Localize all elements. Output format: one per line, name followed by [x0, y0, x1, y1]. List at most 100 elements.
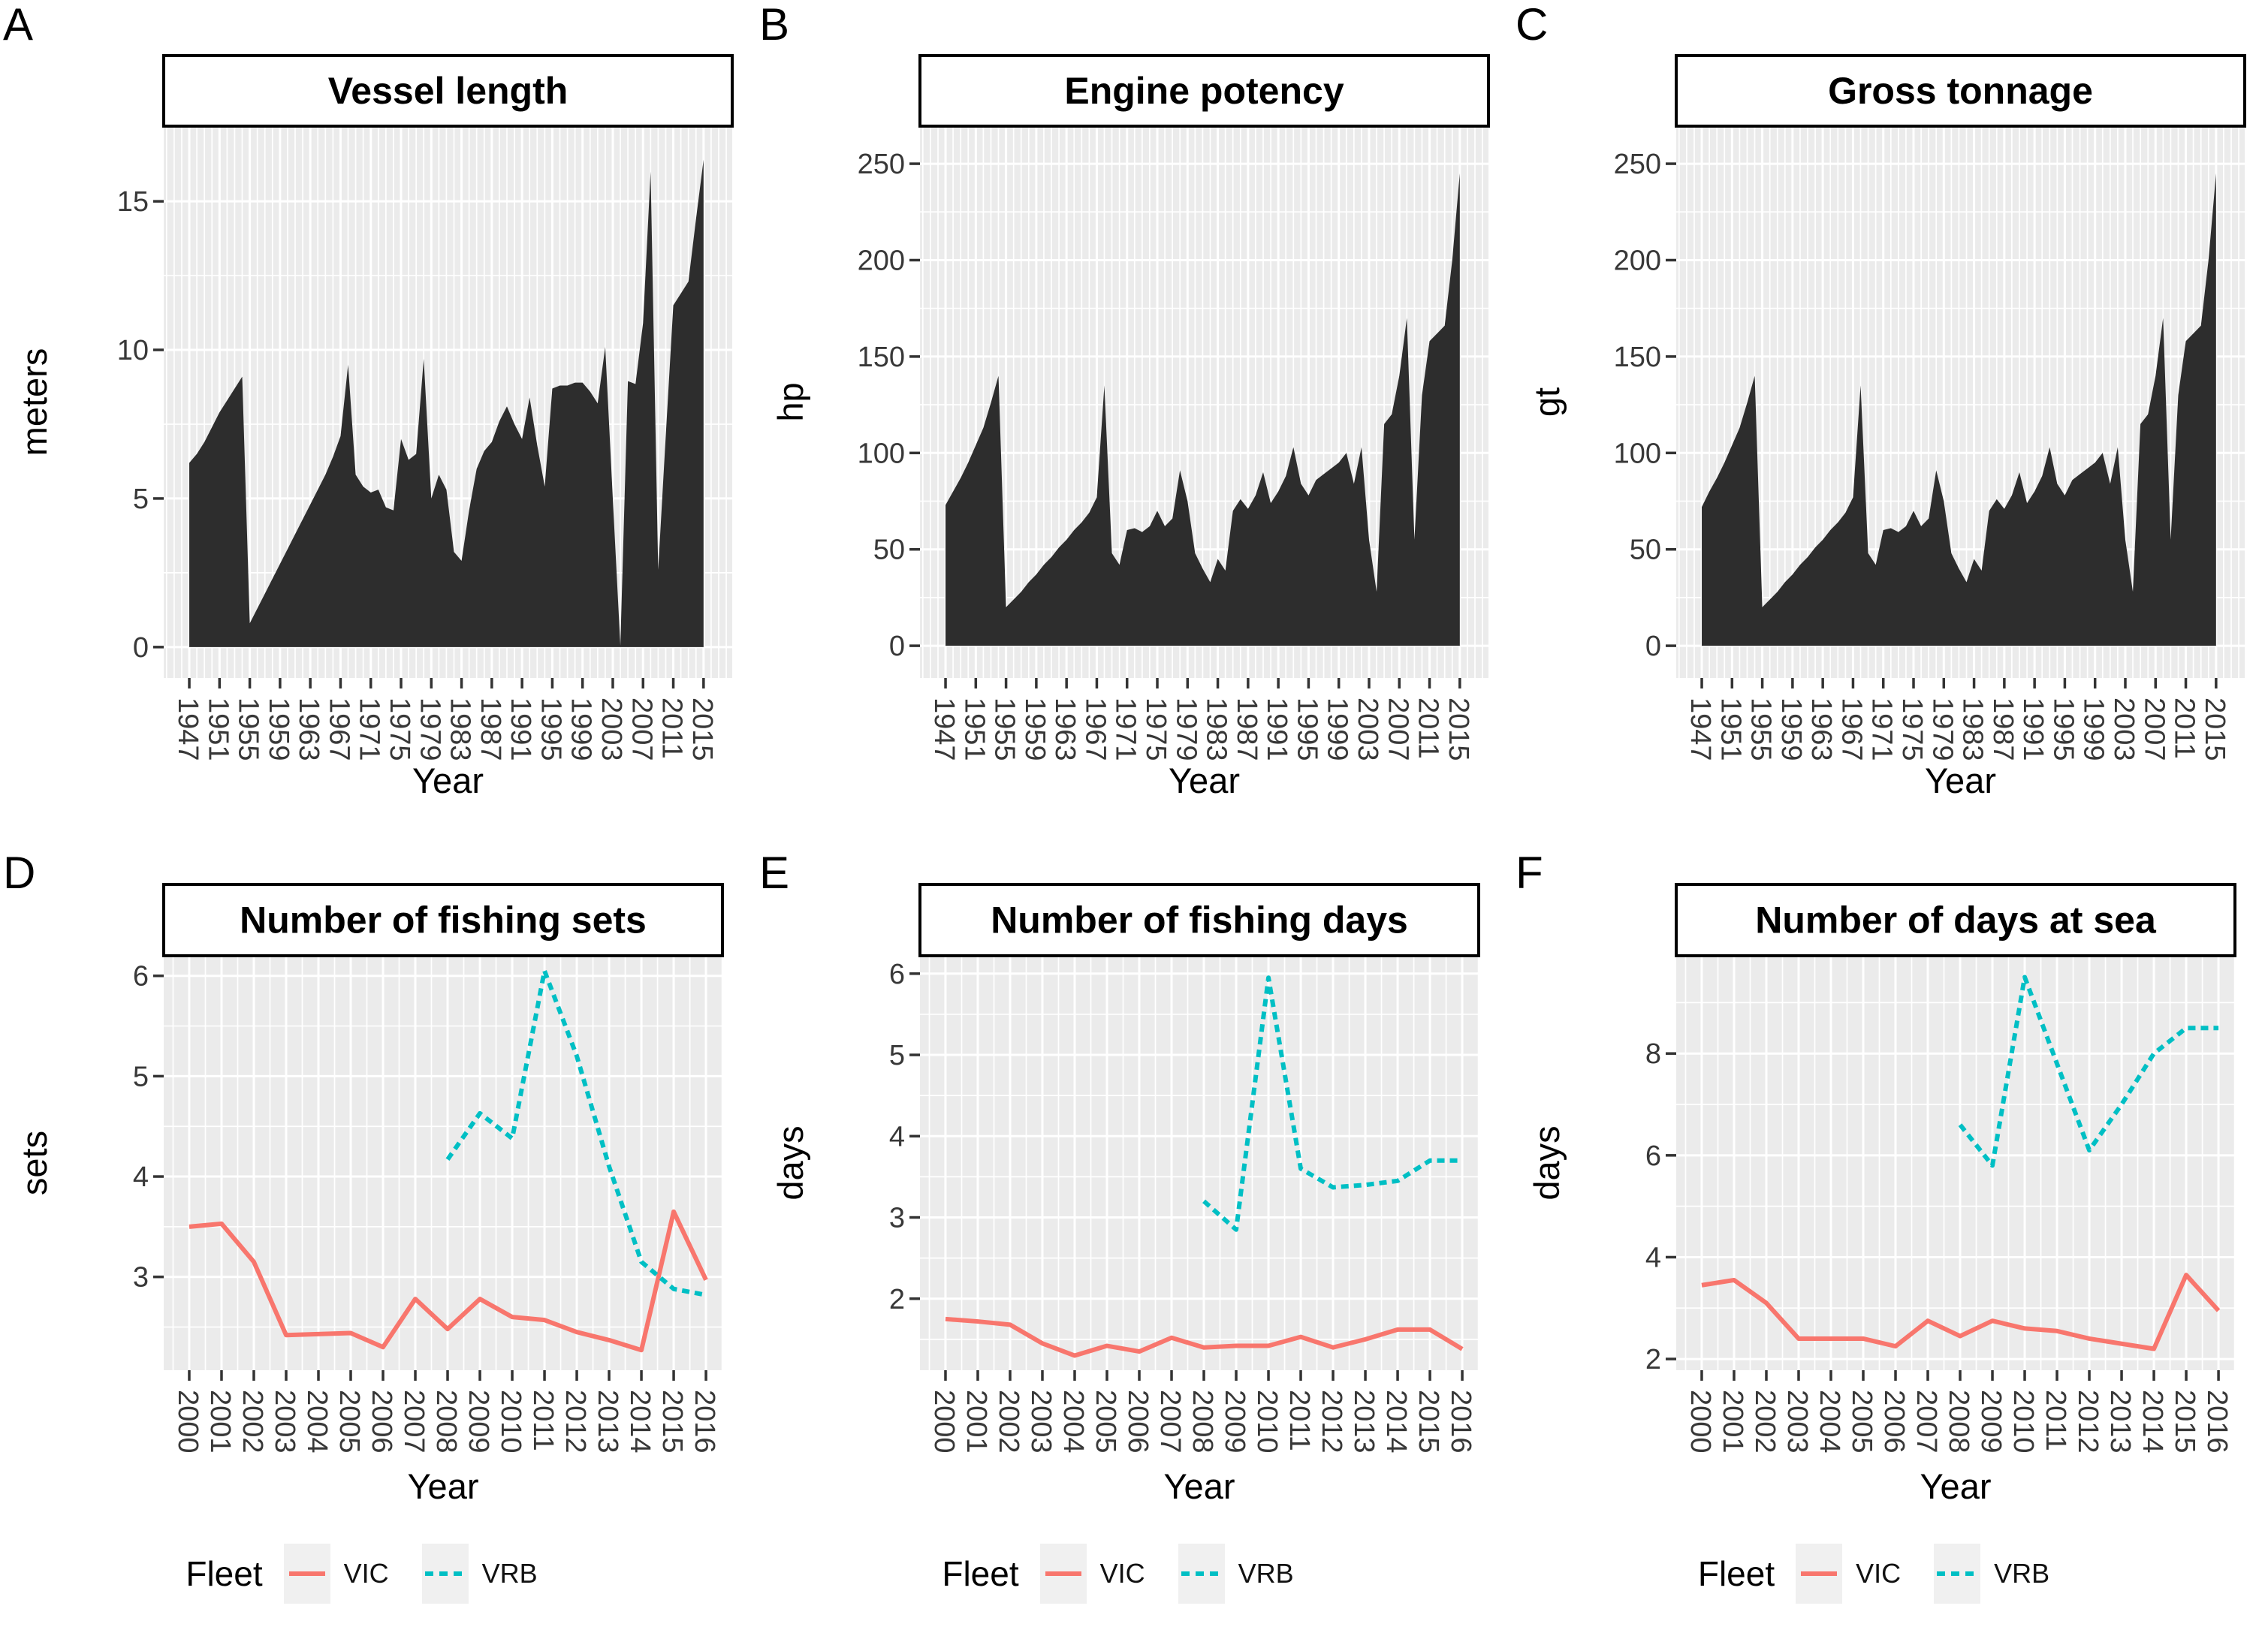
legend-label-vrb: VRB [481, 1558, 538, 1589]
svg-text:5: 5 [133, 1061, 149, 1092]
svg-text:1947: 1947 [172, 697, 204, 761]
svg-text:2010: 2010 [495, 1390, 526, 1454]
svg-text:hp: hp [771, 382, 810, 421]
svg-text:Year: Year [1925, 761, 1996, 800]
panel-label-a: A [3, 0, 34, 50]
svg-text:2011: 2011 [656, 697, 688, 759]
legend-key-vrb [1934, 1544, 1981, 1604]
svg-text:2014: 2014 [624, 1390, 656, 1454]
svg-text:1967: 1967 [1079, 697, 1111, 761]
svg-text:1959: 1959 [1775, 697, 1807, 761]
svg-text:2014: 2014 [2137, 1390, 2168, 1454]
svg-text:2005: 2005 [1090, 1390, 1121, 1454]
svg-text:2013: 2013 [592, 1390, 623, 1454]
svg-text:1947: 1947 [1684, 697, 1716, 761]
svg-text:Year: Year [1169, 761, 1240, 800]
svg-text:2016: 2016 [1445, 1390, 1476, 1454]
svg-text:1967: 1967 [1835, 697, 1867, 761]
svg-text:Year: Year [1164, 1466, 1235, 1506]
svg-text:2007: 2007 [626, 697, 657, 761]
svg-text:2001: 2001 [961, 1390, 992, 1454]
svg-text:5: 5 [889, 1040, 905, 1071]
svg-text:2015: 2015 [1443, 697, 1474, 761]
svg-text:1995: 1995 [2047, 697, 2079, 761]
svg-text:1963: 1963 [293, 697, 324, 761]
svg-text:0: 0 [133, 632, 149, 664]
svg-text:2012: 2012 [2072, 1390, 2104, 1454]
chart-B: Engine potency19471951195519591963196719… [771, 54, 1490, 800]
fleet-legend: Fleet VIC VRB [0, 1544, 756, 1604]
svg-text:2015: 2015 [1413, 1390, 1444, 1454]
svg-text:2000: 2000 [1684, 1390, 1716, 1454]
svg-text:Year: Year [408, 1466, 479, 1506]
svg-text:1955: 1955 [233, 697, 264, 761]
svg-text:2001: 2001 [204, 1390, 236, 1454]
svg-text:3: 3 [133, 1262, 149, 1294]
fleet-legend: Fleet VIC VRB [756, 1544, 1513, 1604]
svg-text:1979: 1979 [1926, 697, 1958, 761]
svg-text:1991: 1991 [1261, 697, 1292, 761]
svg-text:0: 0 [889, 631, 905, 662]
svg-text:2006: 2006 [366, 1390, 397, 1454]
svg-text:1963: 1963 [1049, 697, 1081, 761]
svg-text:15: 15 [117, 186, 149, 218]
svg-text:2004: 2004 [1057, 1390, 1089, 1454]
svg-text:Year: Year [1920, 1466, 1992, 1506]
svg-text:1971: 1971 [1110, 697, 1142, 761]
legend-title: Fleet [1697, 1554, 1775, 1593]
svg-text:1951: 1951 [1715, 697, 1746, 761]
svg-text:4: 4 [133, 1161, 149, 1193]
svg-text:1983: 1983 [445, 697, 476, 761]
svg-text:1999: 1999 [2078, 697, 2110, 761]
svg-text:2007: 2007 [2138, 697, 2170, 761]
svg-text:2003: 2003 [2108, 697, 2140, 761]
panel-vessel-length: A Vessel length 1947 1951 1955 1959 1963 1967 1… [0, 0, 756, 841]
svg-text:1955: 1955 [1745, 697, 1777, 761]
svg-text:2004: 2004 [301, 1390, 333, 1454]
svg-text:sets: sets [14, 1131, 54, 1195]
svg-text:2001: 2001 [1717, 1390, 1748, 1454]
legend-label-vrb: VRB [1238, 1558, 1294, 1589]
svg-text:1967: 1967 [323, 697, 354, 761]
svg-text:1975: 1975 [384, 697, 415, 761]
svg-text:2007: 2007 [1911, 1390, 1942, 1454]
svg-text:2002: 2002 [1749, 1390, 1781, 1454]
svg-text:2009: 2009 [463, 1390, 494, 1454]
svg-text:5: 5 [133, 484, 149, 515]
svg-text:2011: 2011 [2169, 697, 2200, 759]
svg-text:1947: 1947 [928, 697, 960, 761]
svg-text:meters: meters [14, 348, 54, 456]
svg-text:1999: 1999 [1322, 697, 1353, 761]
svg-text:2: 2 [1645, 1344, 1661, 1375]
svg-text:2008: 2008 [1187, 1390, 1218, 1454]
svg-text:2009: 2009 [1975, 1390, 2007, 1454]
svg-text:1991: 1991 [505, 697, 536, 761]
svg-text:2003: 2003 [1352, 697, 1383, 761]
svg-text:1959: 1959 [1019, 697, 1051, 761]
panel-label-e: E [759, 848, 790, 898]
fleet-legend: Fleet VIC VRB [1513, 1544, 2268, 1604]
svg-text:2015: 2015 [2199, 697, 2230, 761]
svg-text:6: 6 [133, 961, 149, 993]
svg-text:1975: 1975 [1896, 697, 1928, 761]
svg-text:2011: 2011 [2040, 1390, 2071, 1451]
svg-text:1983: 1983 [1201, 697, 1232, 761]
panel-fishing-sets: D Number of fishing sets 2000 2001 2002 2003… [0, 841, 756, 1645]
svg-text:2000: 2000 [172, 1390, 204, 1454]
panel-fishing-days: E Number of fishing days 2000 2001 2002 2003… [756, 841, 1513, 1645]
svg-text:1975: 1975 [1140, 697, 1172, 761]
svg-text:Year: Year [412, 761, 484, 800]
svg-text:days: days [1527, 1125, 1567, 1200]
svg-text:2007: 2007 [1154, 1390, 1186, 1454]
svg-text:50: 50 [1630, 535, 1661, 566]
svg-text:2006: 2006 [1122, 1390, 1154, 1454]
svg-text:Vessel length: Vessel length [328, 70, 569, 112]
svg-text:150: 150 [1614, 342, 1661, 373]
legend-key-vrb [1178, 1544, 1225, 1604]
svg-text:1983: 1983 [1957, 697, 1989, 761]
svg-text:2011: 2011 [1413, 697, 1444, 759]
svg-text:2007: 2007 [398, 1390, 430, 1454]
